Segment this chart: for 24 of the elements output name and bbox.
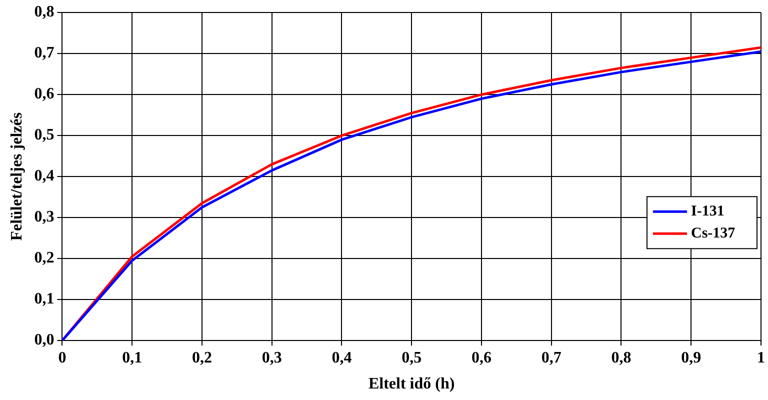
x-tick-label: 0,7 xyxy=(541,349,562,366)
x-tick-label: 0,2 xyxy=(192,349,212,366)
x-tick-label: 0,6 xyxy=(471,349,492,366)
y-axis-title: Felület/teljes jelzés xyxy=(8,112,26,241)
x-tick-label: 0,1 xyxy=(122,349,142,366)
x-tick-label: 0,5 xyxy=(402,349,422,366)
y-tick-label: 0,2 xyxy=(34,250,54,267)
y-tick-label: 0,3 xyxy=(34,208,54,226)
x-tick-label: 0,8 xyxy=(611,349,632,366)
x-tick-label: 1 xyxy=(757,349,765,366)
x-tick-label: 0,4 xyxy=(332,349,352,366)
y-tick-label: 0,7 xyxy=(34,44,54,62)
legend-label: I-131 xyxy=(691,203,724,220)
y-tick-label: 0,5 xyxy=(34,126,54,144)
x-tick-label: 0,3 xyxy=(262,349,282,366)
y-tick-label: 0,4 xyxy=(34,168,54,185)
x-tick-label: 0,9 xyxy=(681,349,702,366)
legend-label: Cs-137 xyxy=(691,225,736,242)
y-tick-label: 0,8 xyxy=(34,4,54,21)
y-tick-label: 0,1 xyxy=(34,290,54,308)
x-tick-label: 0 xyxy=(58,349,66,366)
x-axis-title: Eltelt idő (h) xyxy=(368,376,455,393)
y-tick-label: 0,6 xyxy=(34,86,54,103)
y-tick-label: 0,0 xyxy=(34,332,54,349)
